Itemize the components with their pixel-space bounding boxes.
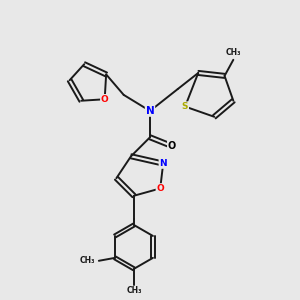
Text: O: O — [101, 95, 109, 104]
Text: O: O — [168, 141, 176, 151]
Text: N: N — [146, 106, 154, 116]
Text: CH₃: CH₃ — [80, 256, 95, 265]
Text: S: S — [182, 102, 188, 111]
Text: CH₃: CH₃ — [226, 49, 241, 58]
Text: CH₃: CH₃ — [126, 286, 142, 296]
Text: N: N — [159, 159, 167, 168]
Text: O: O — [156, 184, 164, 193]
